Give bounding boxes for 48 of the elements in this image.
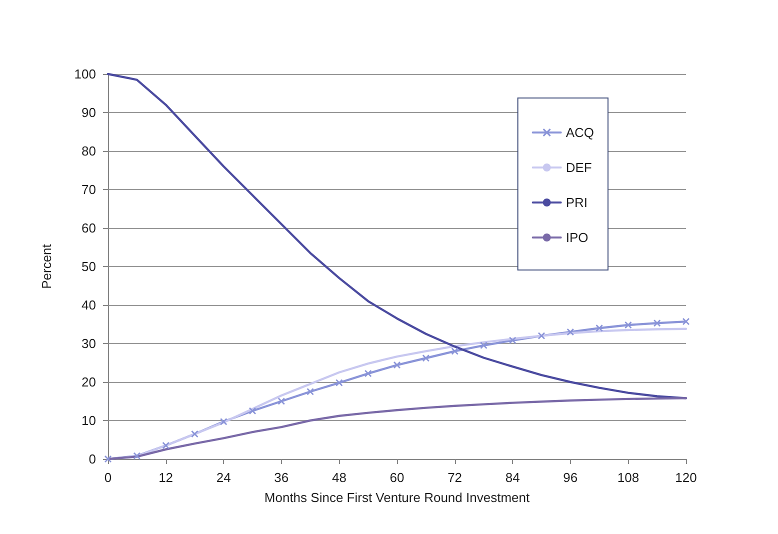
point: [191, 430, 198, 438]
y-tick-label: 0: [88, 452, 96, 466]
legend-label: PRI: [566, 195, 588, 210]
x-tick-label: 108: [617, 470, 640, 485]
point: [624, 322, 632, 329]
point: [306, 388, 314, 396]
point: [538, 332, 545, 340]
point: [566, 328, 574, 336]
legend-label: ACQ: [566, 125, 594, 140]
x-tick-label: 0: [104, 470, 112, 485]
point: [336, 379, 343, 386]
x-tick-label: 60: [390, 470, 404, 485]
point: [220, 418, 228, 426]
y-tick-label: 20: [82, 374, 96, 390]
point: [654, 320, 661, 327]
legend-label: DEF: [566, 160, 592, 175]
x-tick-label: 120: [675, 470, 697, 485]
y-tick-label: 10: [82, 413, 96, 428]
x-tick-label: 96: [563, 470, 578, 485]
point: [682, 318, 690, 326]
y-tick-label: 80: [82, 144, 96, 158]
point: [422, 354, 430, 362]
point: [278, 398, 285, 405]
point: [133, 452, 140, 460]
point: [249, 407, 256, 414]
point: [394, 362, 400, 369]
x-axis-title: Months Since First Venture Round Investment: [264, 490, 530, 505]
y-tick-label: 100: [74, 66, 96, 82]
y-tick-label: 50: [82, 259, 96, 274]
legend-label: IPO: [566, 230, 588, 245]
x-tick-label: 72: [448, 470, 462, 485]
point: [162, 442, 170, 450]
y-tick-label: 70: [82, 182, 96, 197]
x-tick-label: 12: [158, 470, 174, 485]
point: [509, 336, 516, 344]
x-tick-label: 36: [274, 470, 289, 485]
x-tick-label: 48: [332, 470, 346, 485]
y-tick-label: 60: [82, 220, 96, 236]
point: [480, 342, 488, 349]
x-tick-label: 84: [505, 470, 520, 485]
y-tick-label: 30: [82, 336, 96, 351]
point: [451, 348, 458, 355]
y-tick-label: 90: [82, 105, 96, 120]
point: [364, 370, 372, 378]
y-tick-label: 40: [82, 298, 96, 312]
point: [596, 324, 603, 332]
y-axis-title: Percent: [39, 244, 54, 289]
x-tick-label: 24: [216, 470, 231, 485]
